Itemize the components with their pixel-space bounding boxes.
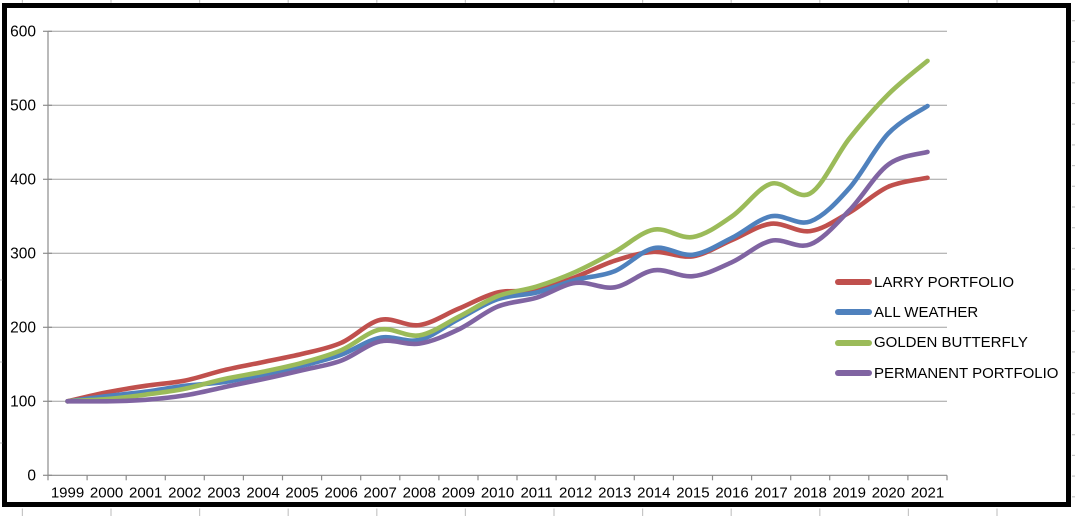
y-axis-label: 400 (10, 172, 36, 189)
x-axis-label: 2008 (403, 484, 436, 501)
x-axis-label: 2021 (911, 484, 944, 501)
legend-item-golden-butterfly[interactable]: GOLDEN BUTTERFLY (835, 328, 1058, 358)
x-axis-label: 2007 (364, 484, 397, 501)
y-axis-label: 100 (10, 394, 36, 411)
x-axis-label: 2000 (90, 484, 123, 501)
x-axis-label: 2002 (168, 484, 201, 501)
legend-item-all-weather[interactable]: ALL WEATHER (835, 297, 1058, 327)
x-axis-label: 2003 (207, 484, 240, 501)
legend-swatch-all-weather (835, 309, 872, 316)
x-axis-label: 2010 (481, 484, 514, 501)
y-axis-label: 600 (10, 24, 36, 41)
x-axis-label: 2006 (325, 484, 358, 501)
legend-swatch-golden-butterfly (835, 339, 872, 346)
legend-label: PERMANENT PORTFOLIO (874, 364, 1059, 382)
x-axis-label: 2004 (246, 484, 279, 501)
legend-item-permanent-portfolio[interactable]: PERMANENT PORTFOLIO (835, 358, 1058, 388)
x-axis-label: 2012 (559, 484, 592, 501)
x-axis-label: 2018 (794, 484, 827, 501)
x-axis-label: 2016 (715, 484, 748, 501)
series-line-larry-portfolio[interactable] (65, 175, 930, 404)
x-axis-label: 2011 (520, 484, 552, 501)
x-axis-label: 2019 (833, 484, 866, 501)
x-axis-label: 2005 (285, 484, 318, 501)
x-axis-label: 1999 (51, 484, 84, 501)
x-axis-label: 2014 (637, 484, 670, 501)
x-axis-label: 2020 (872, 484, 905, 501)
y-axis-label: 0 (27, 468, 36, 485)
x-axis-label: 2013 (598, 484, 631, 501)
y-axis-label: 200 (10, 320, 36, 337)
x-axis-label: 2017 (754, 484, 787, 501)
legend-label: LARRY PORTFOLIO (874, 273, 1015, 291)
legend-label: GOLDEN BUTTERFLY (874, 334, 1028, 352)
y-axis-label: 300 (10, 246, 36, 263)
chart-legend: LARRY PORTFOLIO ALL WEATHER GOLDEN BUTTE… (835, 267, 1058, 388)
x-axis-label: 2001 (129, 484, 162, 501)
legend-swatch-larry-portfolio (835, 279, 872, 286)
series-line-permanent-portfolio[interactable] (65, 149, 930, 404)
legend-item-larry-portfolio[interactable]: LARRY PORTFOLIO (835, 267, 1058, 297)
chart-border (2, 3, 1071, 507)
x-axis-label: 2009 (442, 484, 475, 501)
legend-swatch-permanent-portfolio (835, 370, 872, 377)
legend-label: ALL WEATHER (874, 303, 979, 321)
y-axis-label: 500 (10, 98, 36, 115)
series-line-golden-butterfly[interactable] (65, 58, 930, 404)
x-axis-label: 2015 (676, 484, 709, 501)
